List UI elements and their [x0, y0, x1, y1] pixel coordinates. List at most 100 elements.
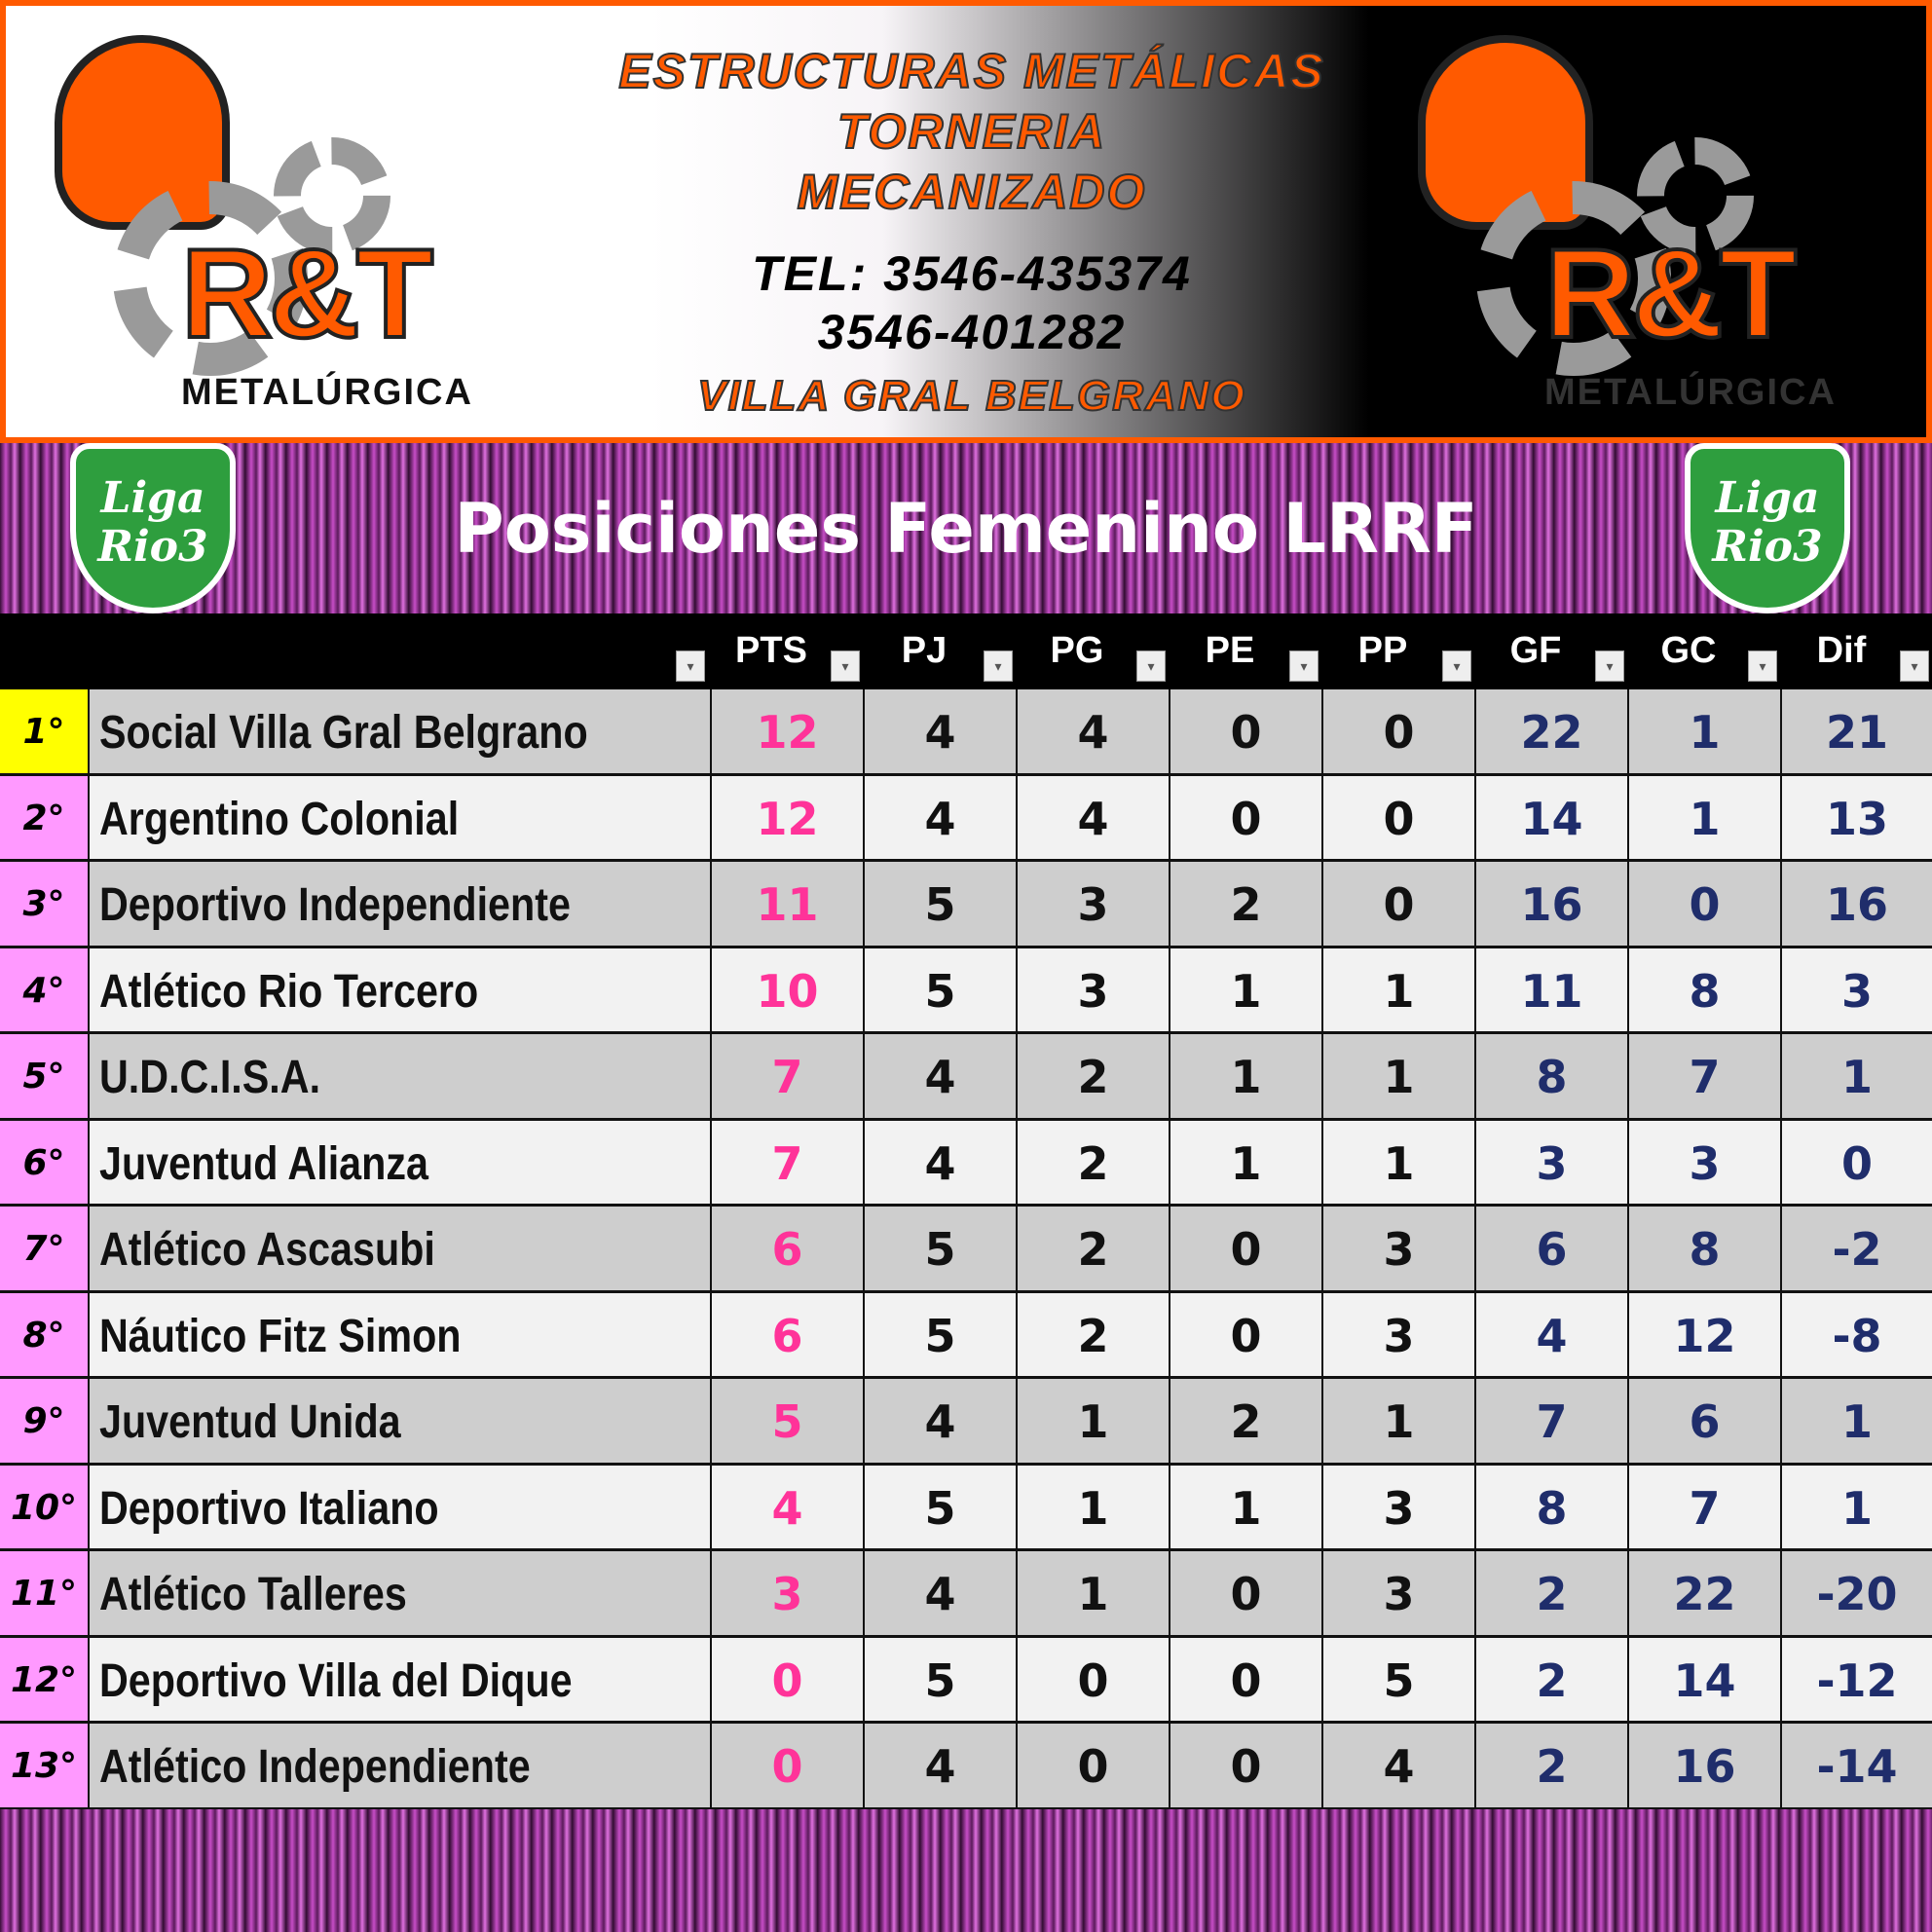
gf-cell: 8 [1474, 1465, 1627, 1548]
pe-cell: 0 [1169, 689, 1321, 773]
table-row: 13° Atlético Independiente 0 4 0 0 4 2 16 -14 [0, 1724, 1932, 1810]
table-row: 1° Social Villa Gral Belgrano 12 4 4 0 0 22 1 21 [0, 689, 1932, 776]
table-row: 3° Deportivo Independiente 11 5 3 2 0 16 0 16 [0, 862, 1932, 948]
filter-dropdown-dif[interactable]: ▾ [1900, 650, 1929, 682]
pj-cell: 4 [863, 775, 1016, 859]
position-cell: 9° [0, 1379, 88, 1463]
gf-cell: 4 [1474, 1292, 1627, 1376]
team-name-cell: Atlético Ascasubi [88, 1207, 710, 1290]
pg-cell: 2 [1016, 1034, 1169, 1118]
gf-cell: 7 [1474, 1379, 1627, 1463]
table-row: 5° U.D.C.I.S.A. 7 4 2 1 1 8 7 1 [0, 1034, 1932, 1121]
pj-cell: 4 [863, 689, 1016, 773]
sponsor-ad: R&T METALÚRGICA ESTRUCTURAS METÁLICAS TO… [0, 0, 1932, 443]
team-name: Juventud Unida [99, 1396, 401, 1448]
pe-cell: 1 [1169, 947, 1321, 1031]
dif-cell: 3 [1780, 947, 1932, 1031]
gc-cell: 12 [1627, 1292, 1780, 1376]
dif-cell: -20 [1780, 1551, 1932, 1635]
ad-line1: ESTRUCTURAS METÁLICAS [617, 43, 1325, 99]
pts-cell: 10 [710, 947, 863, 1031]
pg-cell: 2 [1016, 1292, 1169, 1376]
table-row: 11° Atlético Talleres 3 4 1 0 3 2 22 -20 [0, 1551, 1932, 1638]
position-cell: 3° [0, 862, 88, 946]
column-header-gf: GF [1509, 630, 1562, 671]
gc-cell: 1 [1627, 775, 1780, 859]
brand-text: R&T [179, 222, 435, 364]
pe-cell: 0 [1169, 1551, 1321, 1635]
filter-dropdown-gc[interactable]: ▾ [1748, 650, 1777, 682]
team-name: Atlético Ascasubi [99, 1224, 435, 1276]
gf-cell: 14 [1474, 775, 1627, 859]
team-name: Atlético Rio Tercero [99, 965, 479, 1018]
filter-dropdown-pg[interactable]: ▾ [1136, 650, 1166, 682]
pts-cell: 0 [710, 1724, 863, 1807]
team-name: Deportivo Villa del Dique [99, 1654, 573, 1707]
pts-cell: 7 [710, 1120, 863, 1204]
gf-cell: 8 [1474, 1034, 1627, 1118]
gc-cell: 6 [1627, 1379, 1780, 1463]
position-cell: 6° [0, 1120, 88, 1204]
pp-cell: 5 [1321, 1637, 1474, 1721]
table-row: 10° Deportivo Italiano 4 5 1 1 3 8 7 1 [0, 1465, 1932, 1551]
position-cell: 11° [0, 1551, 88, 1635]
pg-cell: 1 [1016, 1551, 1169, 1635]
dif-cell: -12 [1780, 1637, 1932, 1721]
ad-tel2: 3546-401282 [817, 305, 1127, 359]
position-cell: 13° [0, 1724, 88, 1807]
position-cell: 10° [0, 1465, 88, 1548]
gf-cell: 3 [1474, 1120, 1627, 1204]
pp-cell: 1 [1321, 947, 1474, 1031]
pg-cell: 4 [1016, 775, 1169, 859]
dif-cell: 21 [1780, 689, 1932, 773]
pp-cell: 3 [1321, 1207, 1474, 1290]
position-cell: 5° [0, 1034, 88, 1118]
pts-cell: 11 [710, 862, 863, 946]
team-name-cell: Social Villa Gral Belgrano [88, 689, 710, 773]
team-name-cell: Atlético Independiente [88, 1724, 710, 1807]
gc-cell: 14 [1627, 1637, 1780, 1721]
gc-cell: 16 [1627, 1724, 1780, 1807]
column-header-pp: PP [1357, 630, 1408, 671]
pe-cell: 2 [1169, 862, 1321, 946]
team-name: Deportivo Italiano [99, 1482, 439, 1535]
filter-dropdown-pe[interactable]: ▾ [1289, 650, 1319, 682]
gf-cell: 2 [1474, 1637, 1627, 1721]
team-name-cell: Deportivo Italiano [88, 1465, 710, 1548]
gc-cell: 22 [1627, 1551, 1780, 1635]
column-header-gc: GC [1660, 630, 1717, 671]
pg-cell: 0 [1016, 1637, 1169, 1721]
pp-cell: 4 [1321, 1724, 1474, 1807]
ad-line3: MECANIZADO [797, 164, 1147, 220]
pp-cell: 1 [1321, 1379, 1474, 1463]
table-row: 6° Juventud Alianza 7 4 2 1 1 3 3 0 [0, 1120, 1932, 1207]
pg-cell: 1 [1016, 1379, 1169, 1463]
dif-cell: -2 [1780, 1207, 1932, 1290]
column-header-pe: PE [1205, 630, 1255, 671]
pts-cell: 0 [710, 1637, 863, 1721]
pe-cell: 1 [1169, 1120, 1321, 1204]
pg-cell: 2 [1016, 1207, 1169, 1290]
filter-dropdown-pp[interactable]: ▾ [1442, 650, 1471, 682]
team-name: Atlético Independiente [99, 1741, 531, 1793]
filter-dropdown-pts[interactable]: ▾ [831, 650, 860, 682]
brand-subtitle: METALÚRGICA [1544, 372, 1837, 413]
ad-tel1: TEL: 3546-435374 [752, 246, 1192, 301]
column-header-pg: PG [1050, 630, 1104, 671]
pe-cell: 0 [1169, 1724, 1321, 1807]
liga-rio3-logo: Liga Rio3 [70, 443, 236, 613]
pj-cell: 5 [863, 947, 1016, 1031]
column-header-pj: PJ [901, 630, 947, 671]
gf-cell: 16 [1474, 862, 1627, 946]
pg-cell: 3 [1016, 947, 1169, 1031]
pg-cell: 4 [1016, 689, 1169, 773]
filter-dropdown-team[interactable]: ▾ [676, 650, 705, 682]
filter-dropdown-pj[interactable]: ▾ [984, 650, 1013, 682]
pts-cell: 6 [710, 1207, 863, 1290]
filter-dropdown-gf[interactable]: ▾ [1595, 650, 1624, 682]
pp-cell: 0 [1321, 862, 1474, 946]
team-name: Deportivo Independiente [99, 879, 571, 931]
gc-cell: 8 [1627, 947, 1780, 1031]
dif-cell: 1 [1780, 1465, 1932, 1548]
pe-cell: 1 [1169, 1465, 1321, 1548]
